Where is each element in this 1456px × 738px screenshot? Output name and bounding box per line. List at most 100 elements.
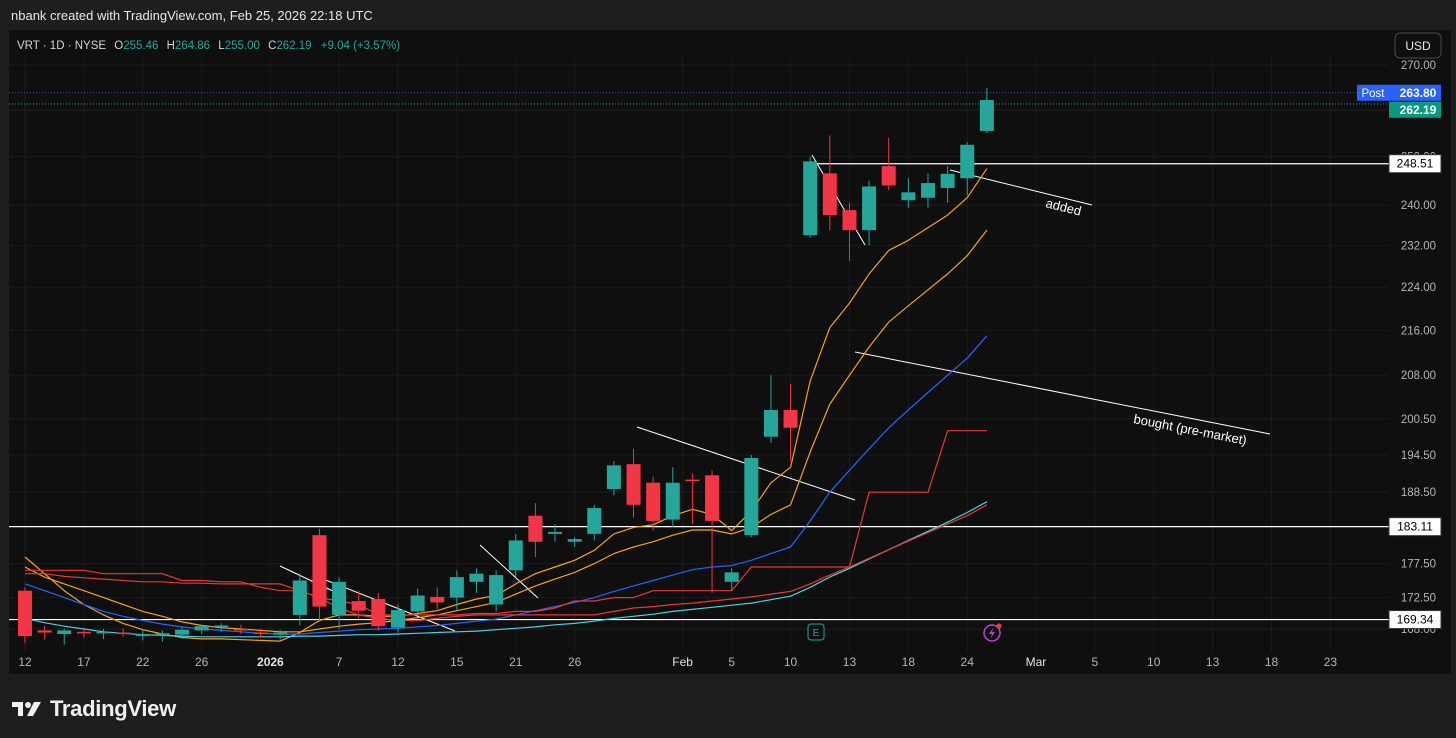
candle[interactable] [940, 166, 955, 203]
candle[interactable] [901, 178, 916, 208]
candle-body [685, 479, 700, 482]
candle[interactable] [371, 592, 386, 631]
candle[interactable] [194, 624, 209, 634]
candle[interactable] [18, 587, 32, 644]
candle-body [135, 633, 150, 637]
post-tag-box [1357, 84, 1389, 101]
candle[interactable] [469, 568, 484, 593]
candle[interactable] [920, 173, 935, 208]
candle[interactable] [705, 470, 720, 593]
candle[interactable] [351, 590, 366, 619]
grid [9, 58, 1388, 652]
candle[interactable] [57, 629, 72, 645]
candle[interactable] [214, 623, 229, 632]
currency-button[interactable]: USD [1394, 32, 1442, 59]
post-price-box [1389, 84, 1441, 101]
candle[interactable] [803, 156, 818, 238]
candle-body [332, 581, 347, 615]
svg-text:E: E [813, 628, 820, 639]
event-flash-icon[interactable] [983, 623, 1002, 642]
candle[interactable] [292, 573, 307, 626]
candle[interactable] [155, 630, 170, 642]
candle[interactable] [430, 587, 445, 610]
tradingview-logo-icon [12, 702, 41, 716]
candle[interactable] [783, 383, 798, 462]
candle[interactable] [273, 629, 288, 640]
candle[interactable] [528, 502, 543, 557]
candle[interactable] [626, 448, 641, 518]
candle[interactable] [253, 629, 268, 638]
candle[interactable] [76, 627, 91, 638]
time-axis: 12 17 22 26 2026 7 12 15 21 26 Feb 5 10 13 18 24 Mar 5 10 1… [18, 655, 1337, 669]
trend-line[interactable] [811, 154, 866, 246]
x-tick-label: 24 [961, 655, 975, 669]
candle[interactable] [881, 137, 896, 191]
x-tick-label: 2026 [257, 655, 284, 669]
candle[interactable] [665, 467, 680, 528]
candle[interactable] [587, 504, 602, 541]
annotation-bought: bought (pre-market) [1132, 411, 1248, 448]
candles [18, 87, 994, 645]
trend-line[interactable] [279, 565, 336, 593]
x-tick-label: 15 [450, 655, 464, 669]
x-tick-label: 21 [509, 655, 523, 669]
candle-body [548, 531, 563, 534]
candle-body [881, 166, 896, 186]
symbol-info: VRT · 1D · NYSE O255.46 H264.86 L255.00 … [17, 40, 400, 52]
candle[interactable] [96, 629, 111, 639]
candle[interactable] [489, 570, 504, 612]
x-tick-label: 12 [391, 655, 405, 669]
candle[interactable] [685, 473, 700, 525]
candle-body [783, 409, 798, 428]
x-tick-label: 10 [1147, 655, 1161, 669]
candle[interactable] [567, 537, 582, 548]
header-bar: nbank created with TradingView.com, Feb … [0, 0, 1456, 30]
price-line-label-box [1388, 154, 1442, 174]
currency-label: USD [1405, 39, 1431, 53]
candle[interactable] [744, 454, 759, 538]
low-label: L [218, 40, 225, 52]
candle[interactable] [862, 180, 877, 246]
y-tick-label: 270.00 [1401, 60, 1436, 72]
x-tick-label: 10 [784, 655, 798, 669]
price-line-label: 169.34 [1397, 613, 1434, 627]
candle[interactable] [37, 625, 52, 640]
candle[interactable] [233, 624, 248, 634]
x-tick-label: 26 [195, 655, 209, 669]
candle-body [175, 629, 190, 635]
candle-body [842, 210, 857, 231]
annotation-lines: added bought (pre-market) [279, 154, 1271, 632]
close-value: 262.19 [276, 40, 311, 52]
candle[interactable] [312, 528, 327, 622]
y-tick-label: 216.00 [1401, 325, 1436, 337]
candle-body [862, 186, 877, 231]
candle[interactable] [979, 87, 994, 134]
ma-line-5 [25, 430, 987, 616]
candle[interactable] [410, 588, 425, 615]
candle[interactable] [390, 604, 405, 633]
candle-body [312, 535, 327, 607]
candle[interactable] [135, 629, 150, 641]
candle[interactable] [508, 533, 523, 578]
x-tick-label: 7 [336, 655, 343, 669]
candle[interactable] [175, 626, 190, 639]
candle[interactable] [960, 142, 975, 196]
low-value: 255.00 [225, 40, 260, 52]
earnings-marker-icon[interactable]: E [807, 623, 825, 641]
price-line-label: 248.51 [1397, 157, 1434, 171]
x-tick-label: 26 [568, 655, 582, 669]
candle[interactable] [332, 577, 347, 629]
candle[interactable] [842, 202, 857, 261]
candle[interactable] [763, 375, 778, 443]
y-tick-label: 177.50 [1401, 559, 1436, 571]
candle[interactable] [548, 524, 563, 542]
candle-body [940, 173, 955, 188]
candle[interactable] [606, 461, 621, 496]
candle[interactable] [116, 628, 131, 637]
candle[interactable] [822, 135, 837, 231]
candle[interactable] [724, 568, 739, 591]
trend-line[interactable] [854, 351, 1271, 435]
candle[interactable] [449, 570, 464, 612]
candle[interactable] [646, 476, 661, 531]
